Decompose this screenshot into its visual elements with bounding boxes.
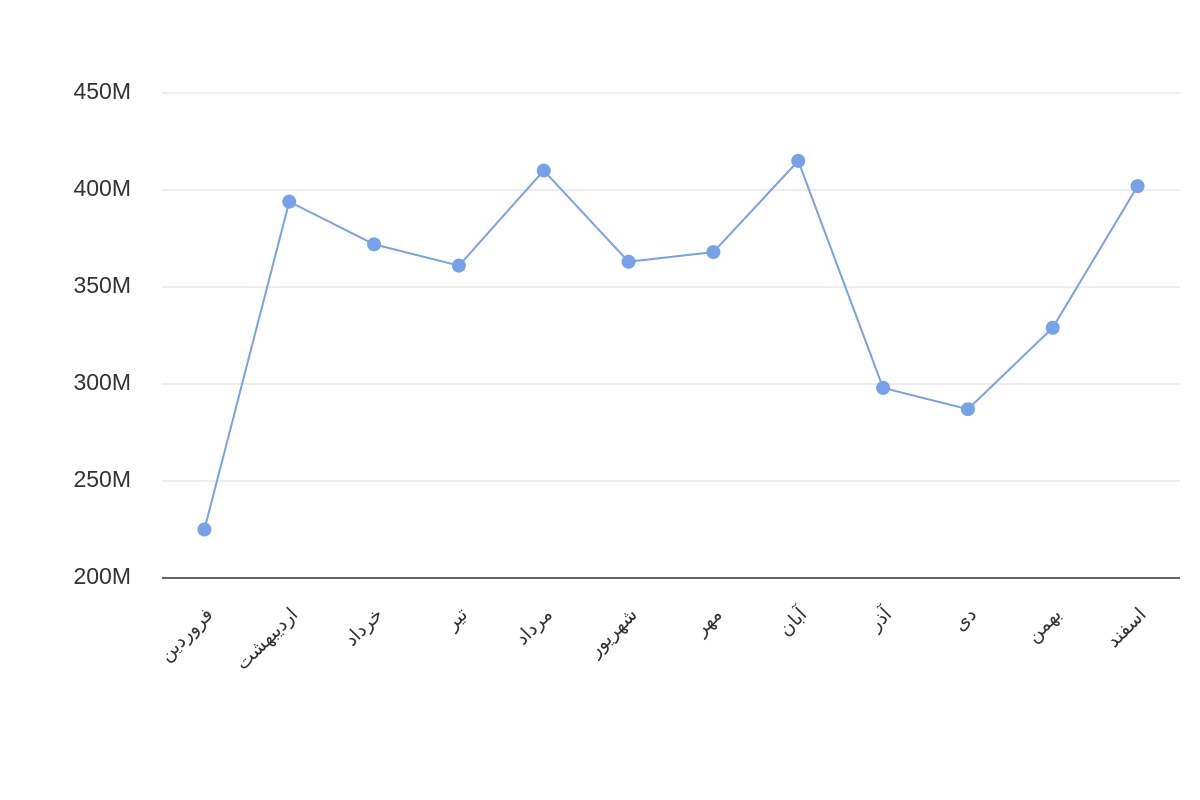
- x-tick-label: اردیبهشت: [232, 604, 302, 674]
- point: [960, 402, 975, 417]
- point: [367, 237, 382, 252]
- x-tick-label: فروردین: [156, 604, 218, 666]
- y-tick-label: 200M: [73, 563, 131, 589]
- x-tick-label: مهر: [690, 604, 726, 640]
- point: [621, 254, 636, 269]
- x-tick-label: خرداد: [341, 604, 387, 650]
- y-tick-label: 250M: [73, 466, 131, 492]
- point: [791, 153, 806, 168]
- x-tick-label: اسفند: [1103, 604, 1151, 652]
- y-tick-label: 300M: [73, 369, 131, 395]
- y-tick-label: 400M: [73, 175, 131, 201]
- point: [1130, 179, 1145, 194]
- y-tick-label: 350M: [73, 272, 131, 298]
- x-tick-label: آبان: [773, 602, 812, 641]
- point: [451, 258, 466, 273]
- x-tick-label: بهمن: [1023, 604, 1066, 647]
- point: [876, 380, 891, 395]
- point: [706, 245, 721, 260]
- line: [203, 159, 1139, 530]
- x-tick-label: مرداد: [512, 604, 557, 649]
- y-tick-label: 450M: [73, 78, 131, 104]
- point: [197, 522, 212, 537]
- point: [1045, 320, 1060, 335]
- x-tick-label: شهریور: [584, 604, 642, 662]
- x-tick-label: تیر: [441, 604, 472, 635]
- point: [282, 194, 297, 209]
- point: [536, 163, 551, 178]
- x-tick-label: آذر: [862, 602, 896, 636]
- x-tick-label: دی: [950, 604, 981, 635]
